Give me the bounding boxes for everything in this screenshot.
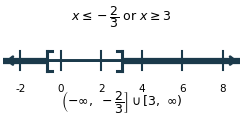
Text: $x \leq -\dfrac{2}{3}\ \mathrm{or}\ x \geq 3$: $x \leq -\dfrac{2}{3}\ \mathrm{or}\ x \g…: [71, 4, 172, 30]
Text: 6: 6: [179, 84, 186, 94]
Text: 2: 2: [98, 84, 104, 94]
Text: 4: 4: [139, 84, 145, 94]
Text: $\left(-\infty,\ -\dfrac{2}{3}\right] \cup \left[3,\ \infty\right)$: $\left(-\infty,\ -\dfrac{2}{3}\right] \c…: [61, 89, 182, 115]
Text: -2: -2: [15, 84, 26, 94]
Text: 0: 0: [58, 84, 64, 94]
Text: 8: 8: [219, 84, 226, 94]
